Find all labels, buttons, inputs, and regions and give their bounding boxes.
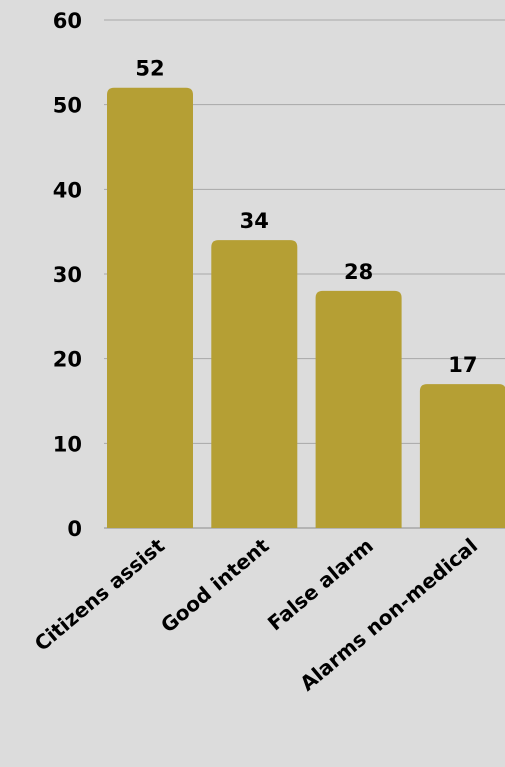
category-label-alarms-non-medical: Alarms non-medical [295,533,482,695]
category-label-good-intent: Good intent [156,533,274,637]
bar-alarms-non-medical [419,384,505,528]
category-label-false-alarm: False alarm [263,533,378,635]
value-label-false-alarm: 28 [344,260,373,284]
y-tick-label-30: 30 [53,263,82,287]
y-tick-label-0: 0 [67,517,82,541]
value-labels: 52 34 28 17 [135,57,477,377]
bar-good-intent [211,240,298,528]
y-tick-label-50: 50 [53,94,82,118]
bar-false-alarm [315,290,402,528]
bar-citizens-assist [107,87,193,528]
y-tick-label-20: 20 [53,348,82,372]
y-axis-tick-labels: 0 10 20 30 40 50 60 [53,9,82,541]
y-tick-label-10: 10 [53,432,82,456]
category-label-citizens-assist: Citizens assist [30,533,170,656]
bars [107,87,505,528]
value-label-alarms-non-medical: 17 [448,353,477,377]
value-label-good-intent: 34 [240,209,269,233]
value-label-citizens-assist: 52 [135,57,164,81]
y-tick-label-40: 40 [53,178,82,202]
y-tick-label-60: 60 [53,9,82,33]
